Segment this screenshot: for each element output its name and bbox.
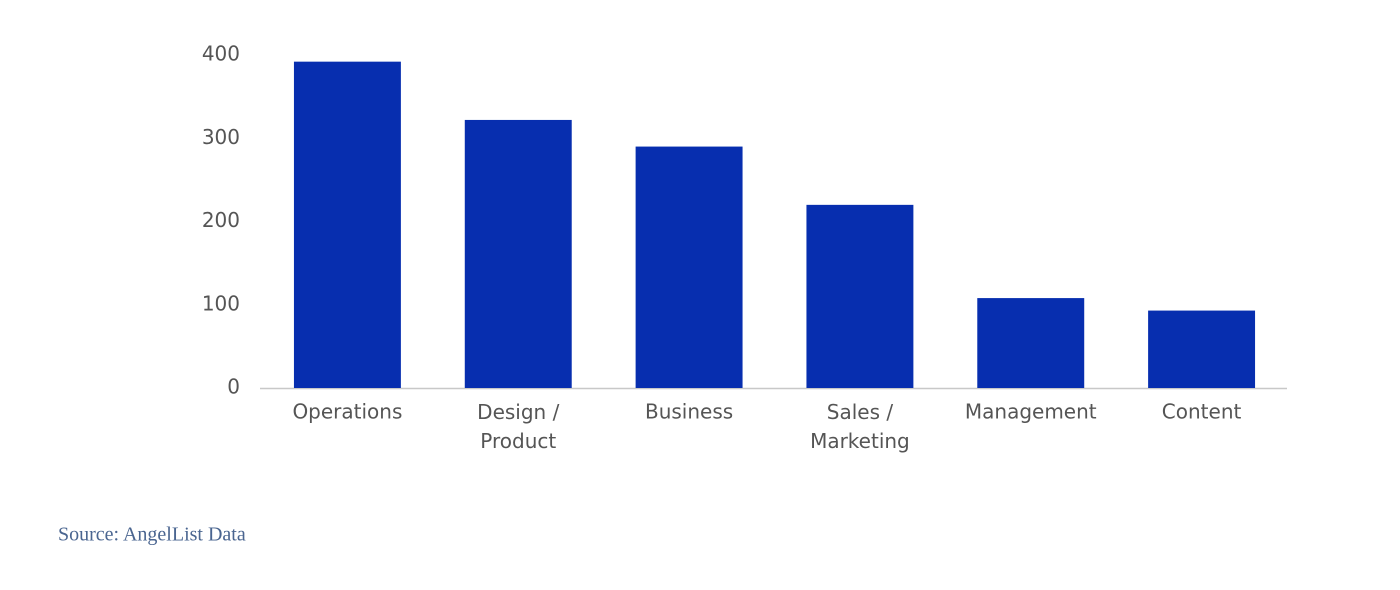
y-tick-label: 200: [202, 208, 240, 232]
bar: [464, 119, 572, 388]
x-tick-label: Management: [965, 400, 1097, 424]
y-tick-label: 300: [202, 125, 240, 149]
bar: [806, 204, 914, 388]
bar: [293, 61, 401, 388]
bar: [1148, 310, 1256, 388]
x-tick-label: Sales / Marketing: [810, 400, 910, 453]
source-note: Source: AngelList Data: [58, 524, 246, 546]
y-tick-label: 100: [202, 291, 240, 315]
y-tick-label: 0: [227, 375, 240, 399]
y-tick-label: 400: [202, 42, 240, 66]
x-tick-label: Business: [645, 400, 733, 424]
bar: [977, 298, 1085, 388]
x-tick-label: Design / Product: [477, 400, 559, 453]
bar: [635, 146, 743, 388]
x-tick-label: Operations: [292, 400, 402, 424]
x-tick-label: Content: [1162, 400, 1242, 424]
